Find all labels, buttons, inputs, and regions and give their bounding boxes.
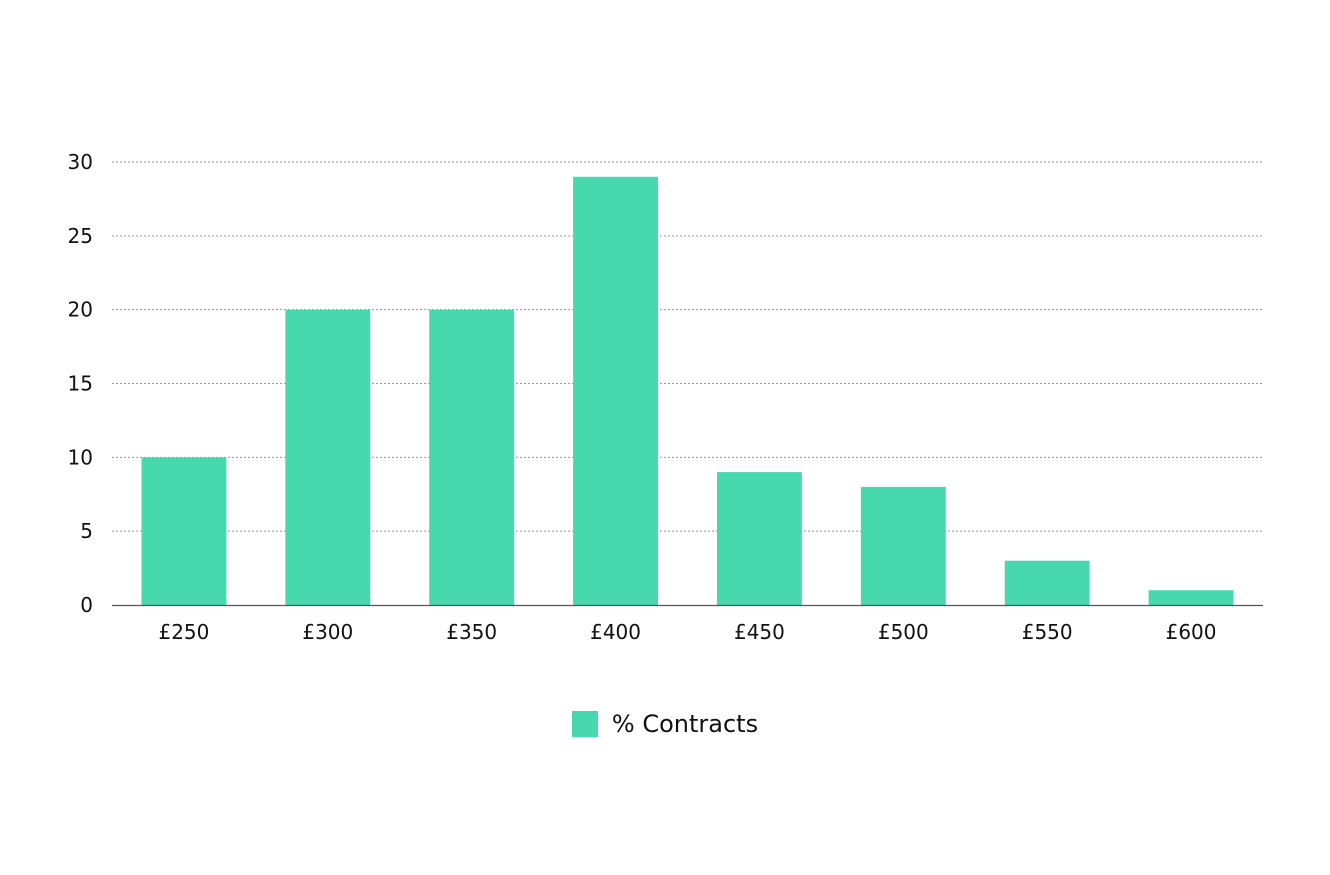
bar-5 bbox=[860, 486, 946, 605]
x-tick-label: £400 bbox=[590, 620, 641, 644]
gridlines bbox=[112, 161, 1263, 532]
x-axis-ticks: £250 £300 £350 £400 £450 £500 £550 £600 bbox=[158, 620, 1216, 644]
x-tick-label: £350 bbox=[446, 620, 497, 644]
x-tick-label: £450 bbox=[734, 620, 785, 644]
bar-4 bbox=[716, 472, 802, 605]
x-tick-label: £550 bbox=[1022, 620, 1073, 644]
y-tick-label: 5 bbox=[80, 519, 93, 543]
x-tick-label: £300 bbox=[302, 620, 353, 644]
bar-7 bbox=[1148, 590, 1234, 605]
y-tick-label: 25 bbox=[68, 224, 93, 248]
y-tick-label: 0 bbox=[80, 593, 93, 617]
y-tick-label: 30 bbox=[68, 150, 93, 174]
bar-chart: 0 5 10 15 20 25 30 £250 £300 £350 £400 £450 £500 £55… bbox=[68, 150, 1263, 644]
bar-1 bbox=[285, 309, 371, 605]
bar-0 bbox=[141, 457, 227, 605]
y-tick-label: 10 bbox=[68, 445, 93, 469]
y-axis-ticks: 0 5 10 15 20 25 30 bbox=[68, 150, 93, 617]
bars bbox=[141, 176, 1234, 605]
x-tick-label: £250 bbox=[158, 620, 209, 644]
x-tick-label: £500 bbox=[878, 620, 929, 644]
x-tick-label: £600 bbox=[1166, 620, 1217, 644]
legend-swatch bbox=[571, 711, 598, 737]
y-tick-label: 15 bbox=[68, 372, 93, 396]
bar-6 bbox=[1004, 560, 1090, 605]
legend: % Contracts bbox=[0, 710, 1330, 738]
bar-2 bbox=[429, 309, 515, 605]
y-tick-label: 20 bbox=[68, 298, 93, 322]
legend-label: % Contracts bbox=[611, 710, 759, 738]
bar-3 bbox=[573, 176, 659, 605]
